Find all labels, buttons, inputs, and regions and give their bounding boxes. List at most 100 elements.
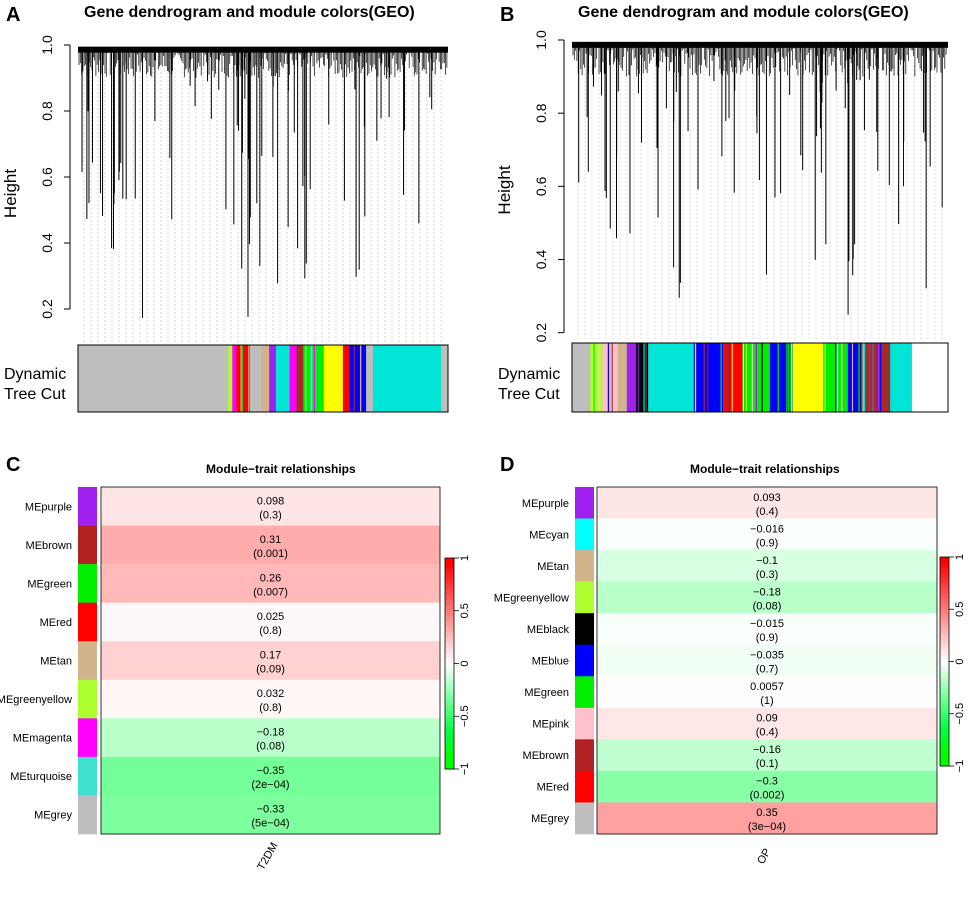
module-swatch	[575, 550, 594, 582]
module-color-stripe	[791, 343, 793, 412]
module-label: MEpurple	[25, 501, 72, 513]
module-swatch	[78, 602, 97, 642]
module-color-stripe	[593, 343, 595, 412]
heatmap-frame	[100, 486, 441, 835]
legend-gradient-step	[940, 682, 949, 689]
module-color-segment	[441, 345, 449, 412]
module-color-stripe	[248, 345, 250, 412]
p-value: (2e−04)	[251, 779, 289, 791]
module-color-stripe	[760, 343, 762, 412]
legend-gradient-step	[940, 661, 949, 668]
heatmap-cell	[597, 707, 937, 740]
legend-gradient-step	[940, 692, 949, 699]
module-color-stripe	[868, 343, 871, 412]
module-label: MEmagenta	[13, 733, 73, 745]
p-value: (0.8)	[259, 702, 282, 714]
p-value: (0.7)	[756, 664, 779, 676]
legend-gradient-step	[940, 713, 949, 720]
module-color-stripe	[353, 345, 355, 412]
heatmap-chart-c: MEpurple 0.098 (0.3) MEbrown 0.31 (0.001) MEgr…	[0, 486, 471, 872]
correlation-value: 0.09	[756, 713, 777, 725]
legend-gradient-step	[940, 708, 949, 715]
heatmap-title-d: Module−trait relationships	[690, 462, 840, 476]
correlation-value: 0.025	[257, 611, 285, 623]
module-color-stripe	[742, 343, 744, 412]
module-label: MEblack	[527, 624, 570, 636]
module-color-segment	[862, 343, 891, 412]
y-tick-label: 0.2	[533, 323, 549, 343]
module-color-stripe	[836, 343, 839, 412]
legend-gradient-step	[940, 734, 949, 741]
module-label: MEbrown	[523, 750, 569, 762]
p-value: (0.1)	[756, 758, 779, 770]
module-color-bar-frame	[571, 342, 949, 413]
p-value: (0.9)	[756, 537, 779, 549]
panel-label-d: D	[500, 454, 515, 476]
legend-tick-label: −0.5	[459, 705, 471, 727]
correlation-value: 0.35	[756, 807, 777, 819]
module-color-segment	[792, 343, 824, 412]
module-color-segment	[260, 345, 270, 412]
legend-gradient-step	[445, 626, 454, 633]
module-label: MEred	[537, 782, 569, 794]
module-swatch	[575, 707, 594, 740]
p-value: (0.3)	[259, 509, 282, 521]
legend-gradient-step	[445, 674, 454, 680]
module-color-segment	[228, 345, 233, 412]
legend-gradient-step	[940, 598, 949, 605]
module-color-stripe	[745, 343, 747, 412]
y-tick-label: 0.6	[533, 176, 549, 196]
correlation-value: 0.26	[260, 572, 281, 584]
correlation-value: 0.093	[753, 492, 781, 504]
colorbar-label: Tree Cut	[498, 386, 560, 403]
module-swatch	[575, 739, 594, 772]
heatmap-cell	[101, 641, 440, 681]
heatmap-cell	[597, 770, 937, 803]
colorbar-label: Dynamic	[498, 366, 560, 383]
legend-gradient-step	[940, 750, 949, 757]
module-color-stripe	[830, 343, 832, 412]
correlation-value: −0.3	[756, 776, 778, 788]
module-color-segment	[269, 345, 277, 412]
legend-tick-label: −1	[954, 760, 966, 773]
module-swatch	[575, 802, 594, 835]
module-swatch	[575, 770, 594, 803]
module-label: MEgrey	[34, 810, 72, 822]
module-color-bar-frame	[77, 344, 449, 413]
legend-gradient-step	[445, 616, 454, 622]
module-swatch	[78, 718, 97, 758]
legend-gradient-step	[445, 594, 454, 601]
panel-a: A Gene dendrogram and module colors(GEO)…	[0, 0, 484, 440]
legend-gradient-step	[445, 726, 454, 733]
panel-label-a: A	[6, 4, 21, 26]
legend-gradient-step	[940, 651, 949, 657]
legend-gradient-step	[940, 656, 949, 662]
legend-gradient-step	[940, 577, 949, 584]
module-color-stripe	[864, 343, 866, 412]
module-swatch	[575, 581, 594, 614]
legend-gradient-step	[940, 671, 949, 678]
correlation-value: 0.17	[260, 650, 281, 662]
legend-gradient-step	[940, 724, 949, 730]
legend-tick-label: −1	[459, 763, 471, 776]
module-color-segment	[626, 343, 637, 412]
module-color-stripe	[610, 343, 612, 412]
legend-gradient-step	[445, 637, 454, 643]
module-label: MEpink	[532, 719, 569, 731]
module-color-stripe	[638, 343, 640, 412]
module-color-stripe	[360, 345, 362, 412]
p-value: (0.002)	[750, 790, 785, 802]
legend-gradient-step	[445, 610, 454, 617]
legend-tick-label: −0.5	[954, 703, 966, 725]
module-color-stripe	[788, 343, 790, 412]
panel-d: D Module−trait relationships MEpurple 0.0…	[484, 440, 969, 924]
heatmap-cell	[101, 487, 440, 526]
module-color-stripe	[305, 345, 307, 412]
legend-gradient-step	[445, 732, 454, 738]
legend-tick-label: 0.5	[954, 602, 966, 617]
y-tick-label: 0.4	[533, 250, 549, 270]
heatmap-cell	[101, 756, 440, 796]
module-color-stripe	[703, 343, 705, 412]
correlation-value: 0.0057	[750, 681, 784, 693]
y-tick-label: 0.8	[533, 103, 549, 123]
